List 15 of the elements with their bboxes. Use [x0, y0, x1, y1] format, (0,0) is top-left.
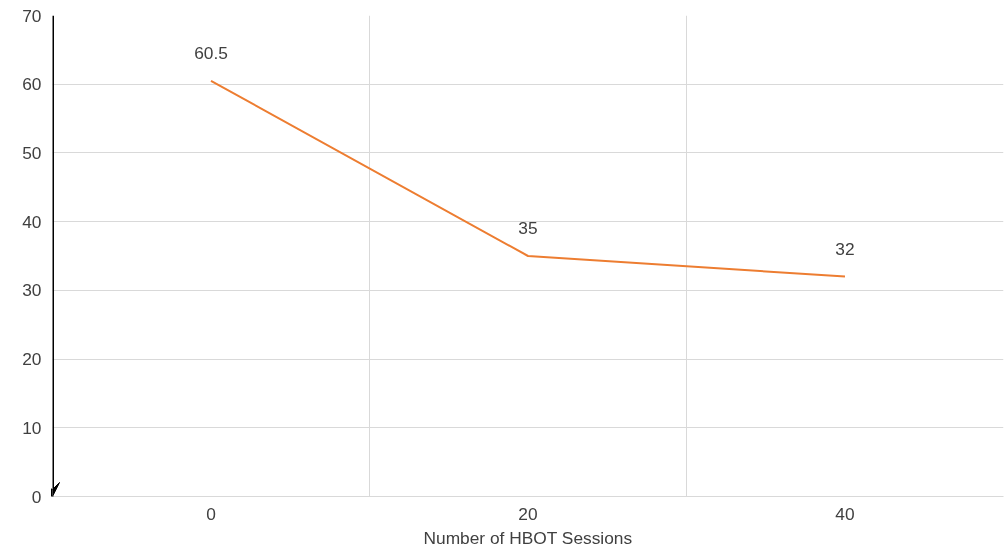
data-label: 35: [518, 218, 538, 238]
y-tick-label: 40: [22, 211, 42, 232]
x-tick-label: 20: [518, 503, 538, 524]
y-tick-label: 10: [22, 417, 42, 438]
x-tick-label: 40: [835, 503, 855, 524]
y-tick-label: 50: [22, 142, 42, 163]
data-label: 32: [835, 238, 855, 259]
data-label: 60.5: [194, 42, 228, 63]
y-tick-label: 20: [22, 349, 42, 370]
x-axis-title: Number of HBOT Sessions: [423, 527, 633, 548]
y-tick-label: 0: [31, 486, 42, 507]
y-tick-label: 60: [22, 74, 42, 95]
y-tick-label: 70: [22, 5, 42, 26]
y-tick-label: 30: [22, 280, 42, 301]
x-tick-label: 0: [206, 503, 216, 524]
